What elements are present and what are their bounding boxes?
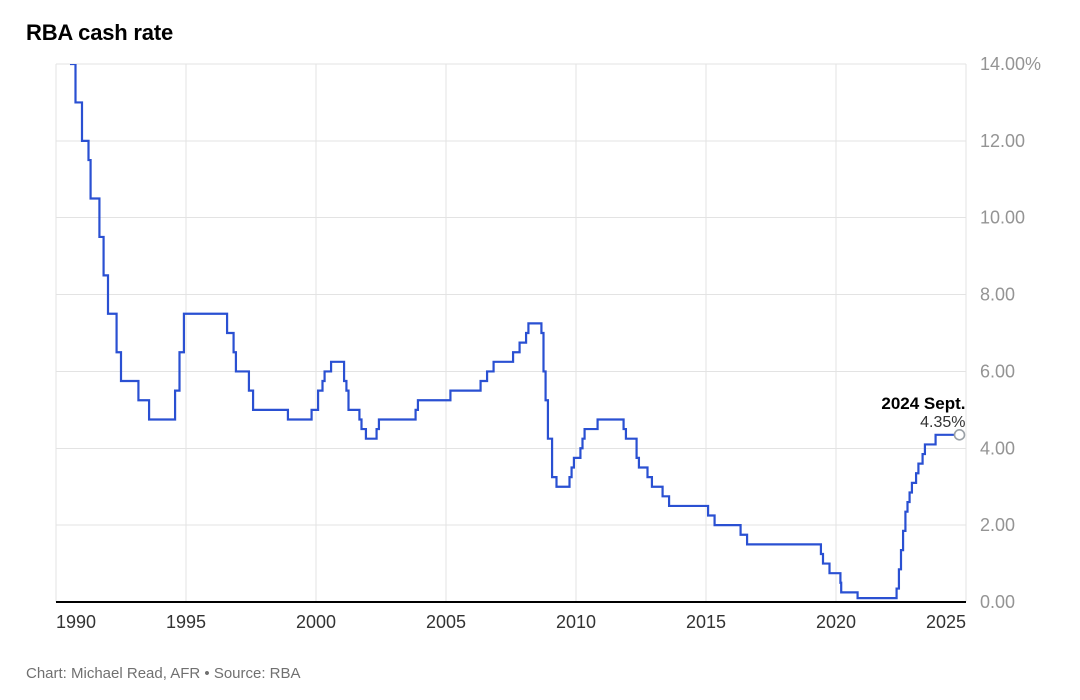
x-tick-label: 2020 [816, 612, 856, 632]
chart-title: RBA cash rate [26, 20, 1056, 46]
end-marker-dot [955, 430, 965, 440]
y-tick-label: 14.00% [980, 54, 1041, 74]
cash-rate-series [56, 52, 960, 598]
x-tick-label: 1990 [56, 612, 96, 632]
x-tick-label: 2010 [556, 612, 596, 632]
chart-footer: Chart: Michael Read, AFR • Source: RBA [26, 665, 301, 682]
x-tick-label: 1995 [166, 612, 206, 632]
y-tick-label: 0.00 [980, 592, 1015, 612]
y-tick-label: 12.00 [980, 131, 1025, 151]
x-tick-label: 2025 [926, 612, 966, 632]
end-marker-value: 4.35% [920, 414, 965, 431]
y-tick-label: 6.00 [980, 361, 1015, 381]
y-tick-label: 8.00 [980, 285, 1015, 305]
x-tick-label: 2015 [686, 612, 726, 632]
y-tick-label: 2.00 [980, 515, 1015, 535]
cash-rate-chart: 1990 1995 2000 2005 2010 2015 2020 2025 0.00 2.00… [24, 52, 1056, 652]
x-tick-label: 2005 [426, 612, 466, 632]
y-tick-label: 4.00 [980, 438, 1015, 458]
x-tick-label: 2000 [296, 612, 336, 632]
end-marker-date: 2024 Sept. [881, 394, 965, 413]
y-tick-label: 10.00 [980, 208, 1025, 228]
